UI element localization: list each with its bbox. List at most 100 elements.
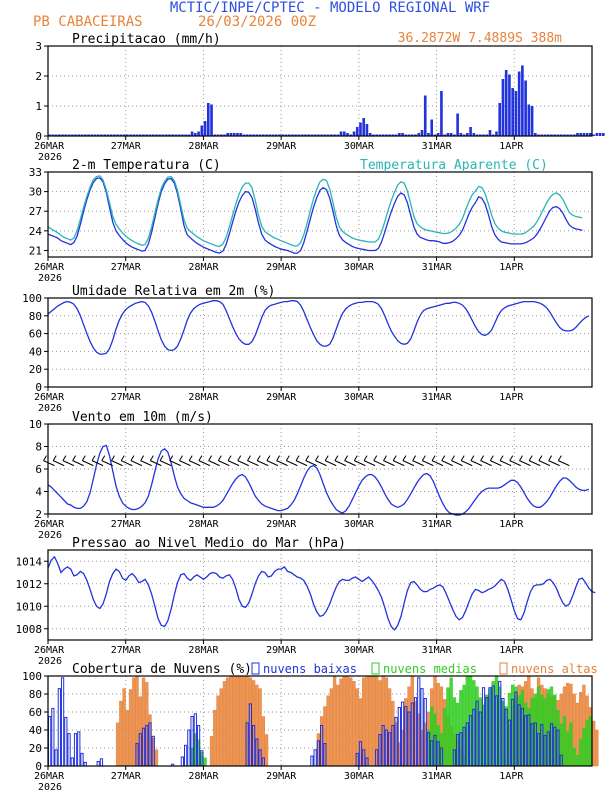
precip-bar xyxy=(407,134,411,136)
precip-bar xyxy=(187,134,191,136)
cloud-bar-altas xyxy=(209,736,214,767)
y-tick-label: 21 xyxy=(29,244,42,257)
x-tick-label: 26MAR xyxy=(34,262,65,273)
wind-barb xyxy=(548,460,560,467)
wind-barb-flag xyxy=(62,455,67,461)
x-tick-label: 31MAR xyxy=(422,141,453,152)
precip-bar xyxy=(449,133,453,136)
x-tick-label: 28MAR xyxy=(188,141,219,152)
x-tick-label: 26MAR xyxy=(34,141,65,152)
cloud-bar-altas xyxy=(128,689,133,767)
precip-bar xyxy=(440,91,443,136)
precip-bar xyxy=(203,121,207,136)
precip-bar xyxy=(219,134,223,136)
wind-barb xyxy=(402,460,415,467)
cloud-bar-altas xyxy=(154,749,159,767)
y-tick-label: 1012 xyxy=(16,578,43,591)
cloud-bar-altas xyxy=(352,681,356,767)
x-tick-label: 31MAR xyxy=(422,771,453,782)
precip-bar xyxy=(417,133,421,136)
precip-bar xyxy=(488,130,492,136)
precip-bar xyxy=(398,133,401,136)
x-tick-label: 28MAR xyxy=(188,262,219,273)
wind-barb xyxy=(470,460,483,467)
wind-barb xyxy=(276,460,288,467)
wind-barb-flag xyxy=(451,455,455,461)
cloud-bar-altas xyxy=(219,688,223,767)
wind-barb xyxy=(266,460,279,467)
precip-bar xyxy=(433,134,437,136)
wind-panel: 2 4 6 8 10 26MAR 27MAR 28MAR 29MAR 30MAR 31MAR 1APR… xyxy=(29,410,593,541)
x-tick-label: 27MAR xyxy=(111,262,142,273)
wind-barb xyxy=(169,460,181,467)
precip-bar xyxy=(171,134,174,136)
legend-label: nuvens medias xyxy=(383,662,477,676)
precip-bar xyxy=(206,103,210,136)
cloud-bar-altas xyxy=(119,700,123,767)
x-year-label: 2026 xyxy=(38,152,62,163)
temp-title: 2-m Temperatura (C) xyxy=(72,158,221,173)
wind-barb xyxy=(62,460,75,467)
wind-barb-flag xyxy=(140,455,145,461)
x-tick-label: 1APR xyxy=(499,141,524,152)
precip-bar xyxy=(135,134,139,136)
precip-bar xyxy=(521,65,524,136)
legend-label: nuvens baixas xyxy=(263,662,357,676)
wind-barb-flag xyxy=(276,455,281,461)
precip-bar xyxy=(249,134,252,136)
wind-barb xyxy=(558,460,570,467)
precip-bar xyxy=(300,134,304,136)
y-tick-label: 1010 xyxy=(16,600,43,613)
precip-bar xyxy=(482,134,485,136)
cloud-bar-altas xyxy=(264,734,269,767)
precip-bar xyxy=(70,134,74,136)
precip-bar xyxy=(129,134,132,136)
wind-barb-flag xyxy=(266,455,271,461)
wind-barb-flag xyxy=(91,455,96,461)
precip-bar xyxy=(339,131,343,136)
clouds-axes xyxy=(47,675,593,767)
y-tick-label: 33 xyxy=(29,166,42,179)
cloud-bar-altas xyxy=(336,684,340,767)
precip-bar xyxy=(569,134,573,136)
cloud-bar-medias xyxy=(562,716,567,767)
precip-bar xyxy=(456,113,459,136)
y-tick-label: 27 xyxy=(29,205,42,218)
precip-bar xyxy=(381,134,385,136)
cloud-bar-medias xyxy=(572,747,576,767)
wind-barb-flag xyxy=(460,455,465,461)
precip-bar xyxy=(579,133,582,136)
precip-bar xyxy=(83,134,87,136)
y-tick-label: 1014 xyxy=(16,555,43,568)
cloud-bar-medias xyxy=(578,738,583,767)
y-tick-label: 80 xyxy=(29,310,42,323)
header-coords: 36.2872W 7.4889S 388m xyxy=(398,31,563,46)
precip-bar xyxy=(404,134,408,136)
precip-bar xyxy=(355,127,359,136)
cloud-bar-baixas xyxy=(64,716,68,767)
wind-barb xyxy=(198,460,211,467)
y-tick-label: 3 xyxy=(35,40,42,53)
x-tick-label: 26MAR xyxy=(34,519,65,530)
wind-barb xyxy=(256,460,269,467)
precip-bar xyxy=(181,134,184,136)
precip-bar xyxy=(375,134,378,136)
precip-bar xyxy=(349,134,353,136)
wind-barb-flag xyxy=(305,455,310,461)
cloud-bar-medias xyxy=(582,727,586,767)
cloud-bar-altas xyxy=(326,695,330,767)
y-tick-label: 4 xyxy=(35,486,42,499)
cloud-bar-baixas xyxy=(51,707,55,767)
wind-barb xyxy=(344,460,356,467)
cloud-bar-altas xyxy=(339,678,343,767)
y-tick-label: 8 xyxy=(35,441,42,454)
wind-barb-flag xyxy=(538,455,543,461)
precip-bar xyxy=(446,133,450,136)
precip-bar xyxy=(414,134,417,136)
cloud-bar-baixas xyxy=(60,677,65,767)
precip-bar xyxy=(501,79,505,136)
precip-bar xyxy=(378,134,382,136)
cloud-bar-altas xyxy=(332,675,337,767)
x-tick-label: 28MAR xyxy=(188,645,219,656)
precip-bar xyxy=(504,70,508,136)
